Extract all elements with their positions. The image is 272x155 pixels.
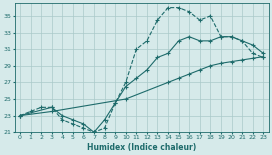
X-axis label: Humidex (Indice chaleur): Humidex (Indice chaleur) <box>87 143 196 152</box>
